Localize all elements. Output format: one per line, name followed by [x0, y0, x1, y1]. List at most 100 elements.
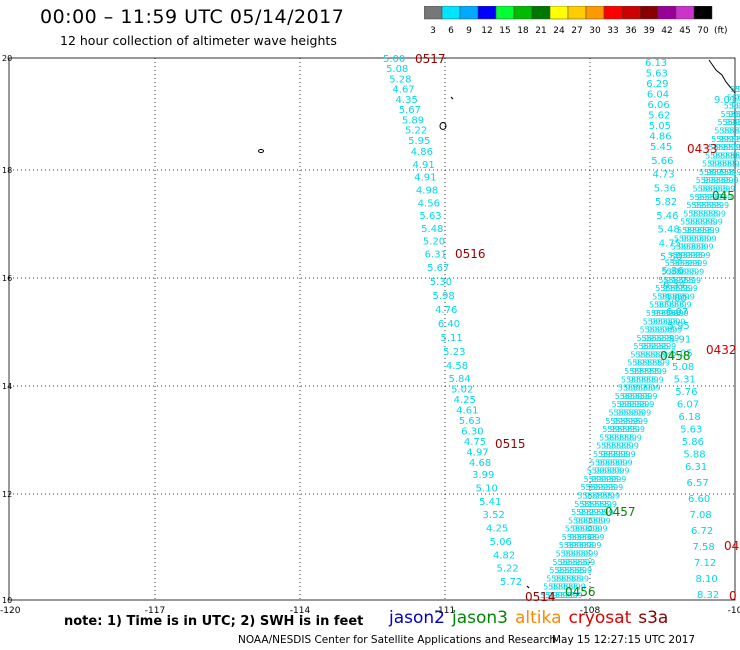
island-mark [450, 96, 454, 100]
swath-value: 5.9 [591, 508, 604, 517]
swath-value: 5.9 [699, 234, 712, 243]
swath-value: 5.9 [662, 334, 675, 343]
wave-value-label: 4.73 [653, 170, 675, 181]
wave-value-label: 5.63 [646, 69, 668, 80]
x-tick-label: -108 [580, 606, 601, 616]
swath-value: 5.9 [683, 251, 696, 260]
swath-value: 5.9 [696, 201, 709, 210]
swath-value: 5.9 [673, 276, 686, 285]
swath-value: 5.9 [647, 334, 660, 343]
swath-value: 5.9 [686, 201, 699, 210]
swath-value: 5.9 [638, 384, 651, 393]
wave-value-label: 5.20 [423, 237, 445, 248]
swath-value: 5.9 [584, 475, 597, 484]
swath-value: 5.9 [704, 168, 717, 177]
y-tick-label: 10 [2, 596, 12, 605]
swath-value: 5.9 [571, 550, 584, 559]
swath-value: 5.9 [610, 483, 623, 492]
swath-value: 5.9 [620, 458, 633, 467]
swath-value: 5.9 [613, 450, 626, 459]
swath-value: 5.9 [568, 583, 581, 592]
swath-value: 5.9 [551, 574, 564, 583]
swath-value: 5.9 [644, 367, 657, 376]
colorbar-label: 36 [625, 26, 637, 36]
colorbar-label: 42 [661, 26, 672, 36]
colorbar-label: 27 [571, 26, 582, 36]
swath-value: 5.9 [610, 458, 623, 467]
chart-title: 00:00 – 11:59 UTC 05/14/2017 [40, 6, 345, 28]
swath-value: 5.9 [648, 342, 661, 351]
swath-value: 5.9 [737, 93, 740, 102]
swath-value: 5.9 [639, 409, 652, 418]
swath-value: 5.9 [715, 151, 728, 160]
wave-value-label: 5.23 [443, 347, 465, 358]
swath-value: 5.9 [608, 450, 621, 459]
swath-value: 5.9 [583, 516, 596, 525]
swath-value: 5.9 [614, 409, 627, 418]
wave-value-label: 5.00 [383, 54, 405, 65]
swath-value: 5.9 [726, 176, 739, 185]
wave-value-label: 5.45 [650, 142, 672, 153]
swath-value: 5.9 [652, 292, 665, 301]
swath-value: 5.9 [710, 218, 723, 227]
swath-value: 5.9 [667, 292, 680, 301]
swath-value: 5.9 [730, 151, 740, 160]
legend-jason2: jason2 [389, 608, 445, 628]
wave-value-label: 4.61 [456, 405, 478, 416]
wave-value-label: 4.82 [493, 550, 515, 561]
swath-value: 5.9 [671, 267, 684, 276]
swath-value: 5.9 [680, 218, 693, 227]
time-label: 0514 [525, 590, 556, 604]
swath-value: 5.9 [589, 541, 602, 550]
swath-value: 5.9 [734, 126, 740, 135]
swath-value: 5.9 [566, 574, 579, 583]
x-tick-label: -10 [728, 606, 740, 616]
wave-value-label: 8.32 [697, 590, 719, 601]
wave-value-label: 5.22 [497, 564, 519, 575]
swath-value: 5.9 [666, 267, 679, 276]
wave-value-label: 5.72 [500, 577, 522, 588]
swath-value: 5.9 [735, 85, 740, 94]
swath-value: 5.9 [726, 135, 739, 144]
wave-value-label: 9.01 [714, 95, 736, 106]
swath-value: 5.9 [577, 491, 590, 500]
colorbar-label: 30 [589, 26, 601, 36]
swath-value: 5.9 [706, 201, 719, 210]
swath-value: 5.9 [645, 392, 658, 401]
swath-value: 5.9 [690, 193, 703, 202]
swath-value: 5.9 [549, 566, 562, 575]
swath-value: 5.9 [546, 574, 559, 583]
swath-value: 5.9 [640, 326, 653, 335]
colorbar-label: 12 [481, 26, 492, 36]
swath-value: 5.9 [615, 392, 628, 401]
wave-value-label: 6.60 [688, 494, 710, 505]
swath-value: 5.9 [677, 292, 690, 301]
swath-value: 5.9 [604, 475, 617, 484]
swath-value: 5.9 [650, 350, 663, 359]
swath-value: 5.9 [585, 483, 598, 492]
wave-value-label: 5.36 [654, 183, 676, 194]
swath-value: 5.9 [661, 309, 674, 318]
swath-value: 5.9 [654, 367, 667, 376]
wave-value-label: 6.07 [677, 400, 699, 411]
swath-value: 5.9 [716, 176, 729, 185]
swath-value: 5.9 [570, 591, 583, 600]
swath-value: 5.9 [710, 151, 723, 160]
swath-value: 5.9 [635, 350, 648, 359]
swath-value: 5.9 [563, 583, 576, 592]
swath-value: 5.9 [631, 375, 644, 384]
swath-value: 5.9 [604, 433, 617, 442]
swath-value: 5.9 [730, 85, 740, 94]
swath-value: 5.9 [665, 259, 678, 268]
swath-value: 5.9 [739, 102, 740, 111]
swath-value: 5.9 [588, 516, 601, 525]
wave-value-label: 5.50 [660, 252, 682, 263]
swath-value: 5.9 [727, 160, 740, 169]
swath-value: 5.9 [711, 135, 724, 144]
time-label: 0456 [565, 585, 596, 599]
swath-value: 5.9 [596, 442, 609, 451]
swath-value: 5.9 [605, 458, 618, 467]
swath-value: 5.9 [717, 160, 730, 169]
time-label: 0432 [706, 343, 737, 357]
wave-value-label: 7.08 [690, 510, 712, 521]
